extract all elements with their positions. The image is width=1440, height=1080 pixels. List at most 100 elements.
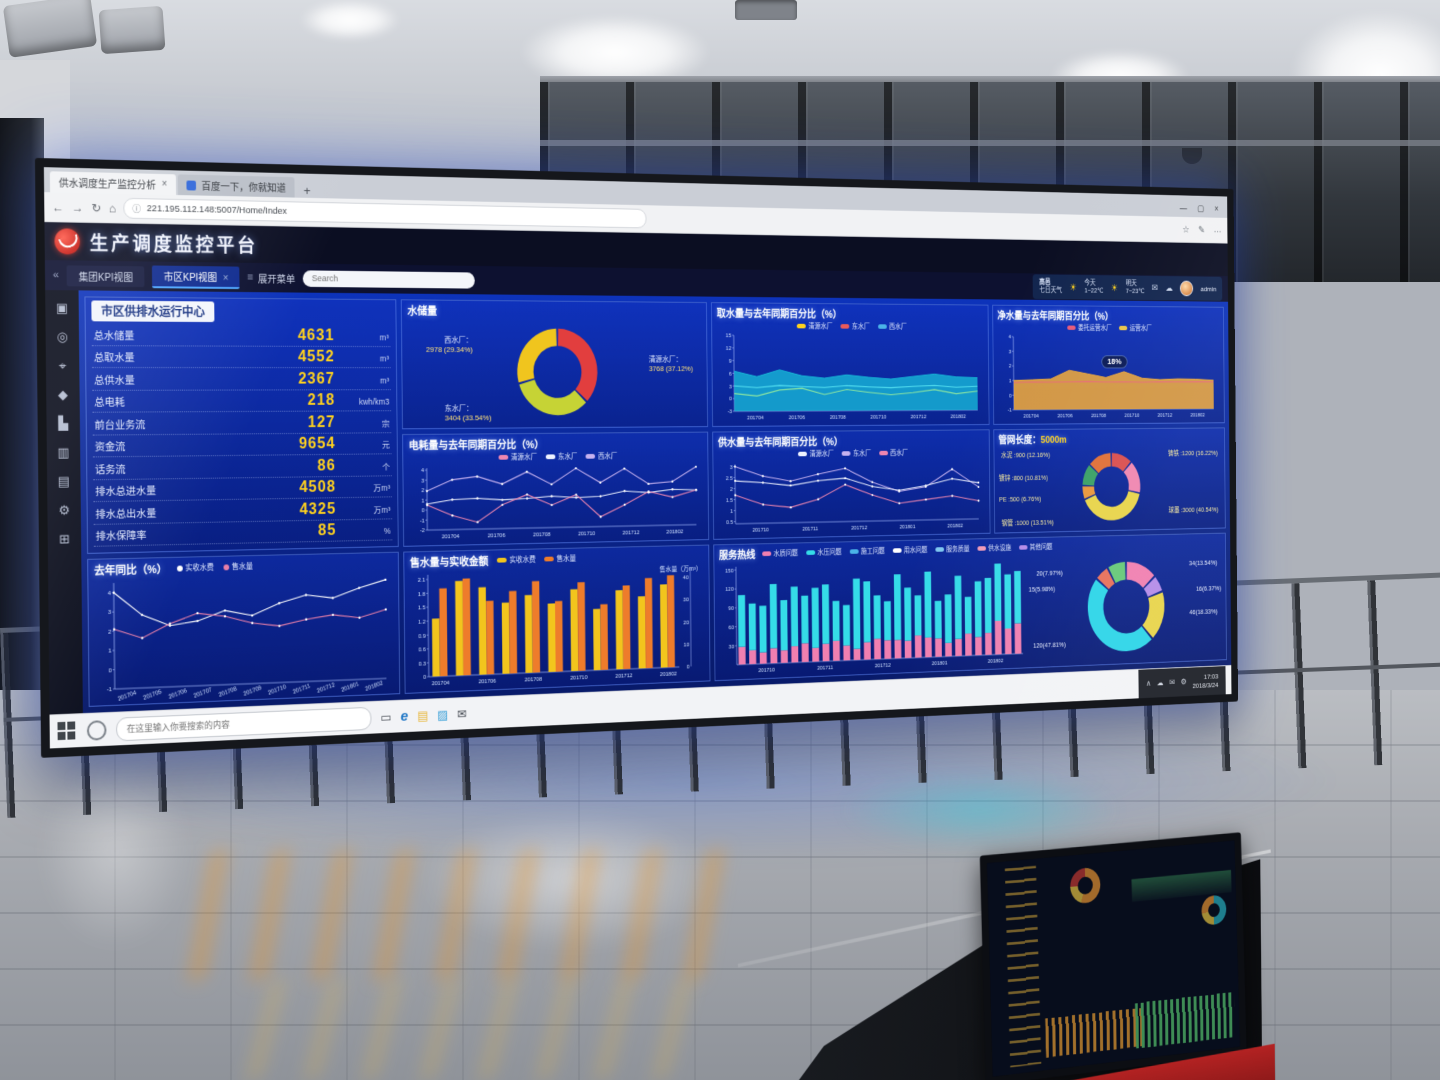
svg-text:201712: 201712 — [616, 673, 634, 679]
photos-icon[interactable]: ▨ — [437, 706, 449, 722]
svg-text:201710: 201710 — [1124, 413, 1139, 418]
forward-icon[interactable]: → — [71, 200, 84, 215]
tab-group-kpi[interactable]: 集团KPI视图 — [66, 264, 145, 287]
svg-text:9: 9 — [729, 359, 732, 365]
tab-close-icon[interactable]: × — [222, 272, 229, 284]
tray-settings-icon[interactable]: ⚙ — [1180, 677, 1187, 687]
system-tray: ∧ ☁ ✉ ⚙ 17:03 2018/3/24 — [1138, 666, 1226, 699]
svg-text:90: 90 — [728, 606, 734, 612]
tray-up-icon[interactable]: ∧ — [1146, 678, 1151, 688]
tab-title: 供水调度生产监控分析 — [58, 178, 156, 192]
hotline-panel: 服务热线 水质问题 水压问题 施工问题 用水问题 服务质量 供水设施 其他问题 30 60 90… — [713, 532, 1227, 682]
tray-cloud-icon[interactable]: ☁ — [1156, 678, 1164, 688]
mail-icon[interactable]: ✉ — [1151, 283, 1159, 293]
kpi-value: 4631 — [297, 326, 335, 344]
svg-text:0: 0 — [423, 675, 427, 681]
side-rail-icon[interactable]: ⚙ — [58, 502, 70, 518]
legend: 实收水费 售水量 — [176, 561, 253, 574]
legend-item: 清源水厂 — [798, 449, 834, 459]
side-rail-icon[interactable]: ⌖ — [58, 358, 67, 373]
maximize-icon[interactable]: ▢ — [1197, 204, 1205, 214]
sun-icon: ☀ — [1069, 282, 1077, 293]
intake-panel: 取水量与去年同期百分比（%） 清源水厂 东水厂 西水厂 -3 0 3 6 9 12 15 2017… — [710, 302, 990, 428]
kpi-row: 总供水量 2367 m³ — [92, 370, 392, 391]
svg-text:2.1: 2.1 — [418, 578, 426, 584]
cloud-icon[interactable]: ☁ — [1165, 283, 1173, 294]
tab-city-kpi[interactable]: 市区KPI视图 × — [152, 264, 240, 289]
taskbar-search-input[interactable] — [116, 706, 372, 741]
start-button[interactable] — [57, 720, 77, 742]
svg-text:3: 3 — [421, 479, 425, 485]
kpi-label: 资金流 — [94, 441, 126, 454]
svg-text:0: 0 — [1009, 394, 1012, 399]
svg-text:201711: 201711 — [802, 527, 818, 533]
user-avatar[interactable] — [1180, 280, 1194, 297]
side-rail-icon[interactable]: ▙ — [58, 415, 69, 431]
hamburger-icon: ≡ — [247, 271, 254, 284]
kpi-unit: m³ — [380, 375, 390, 385]
close-icon[interactable]: × — [1214, 204, 1219, 215]
collapse-icon[interactable]: « — [52, 269, 59, 282]
favorites-icon[interactable]: ☆ — [1182, 224, 1190, 236]
panel-title: 服务热线 — [718, 549, 756, 562]
mail-app-icon[interactable]: ✉ — [456, 706, 467, 721]
yoy-chart: -1 0 1 2 3 4 201704 201705 201706 201707 201708 201… — [94, 571, 394, 703]
kpi-row: 话务流 86 个 — [92, 456, 392, 480]
taskbar-clock[interactable]: 17:03 2018/3/24 — [1192, 672, 1219, 690]
svg-text:201707: 201707 — [193, 687, 213, 700]
svg-text:0: 0 — [108, 668, 112, 674]
sales-panel: 售水量与实收金额 实收水费 售水量 售水量（万m³） 0 0.3 0.6 0.9 1.2 1… — [403, 544, 711, 694]
browser-tab-baidu[interactable]: 百度一下，你就知道 — [177, 174, 295, 198]
svg-text:30: 30 — [683, 598, 689, 604]
side-rail-icon[interactable]: ◎ — [56, 329, 68, 345]
svg-text:201709: 201709 — [243, 685, 263, 697]
kpi-unit: 元 — [382, 440, 390, 450]
back-icon[interactable]: ← — [52, 199, 65, 214]
home-icon[interactable]: ⌂ — [108, 200, 117, 215]
side-rail-icon[interactable]: ◆ — [57, 386, 68, 402]
side-rail-icon[interactable]: ⊞ — [59, 531, 70, 547]
task-view-icon[interactable]: ▭ — [380, 709, 392, 725]
legend-item: 运营水厂 — [1119, 323, 1152, 333]
sales-chart: 售水量（万m³） 0 0.3 0.6 0.9 1.2 1.5 1.8 2.1 0 10 20 30 40… — [410, 563, 704, 690]
windows-desktop: 供水调度生产监控分析 × 百度一下，你就知道 + — ▢ × ← → ↻ — [43, 167, 1232, 749]
browser-tab-active[interactable]: 供水调度生产监控分析 × — [49, 171, 176, 195]
svg-text:-1: -1 — [107, 687, 113, 693]
cortana-icon[interactable] — [86, 719, 107, 741]
kpi-label: 总供水量 — [94, 374, 135, 387]
svg-text:201711: 201711 — [292, 683, 312, 695]
legend-item: 西水厂 — [877, 322, 907, 332]
tab-close-icon[interactable]: × — [161, 178, 168, 190]
svg-text:201802: 201802 — [950, 414, 966, 419]
annotate-icon[interactable]: ✎ — [1198, 225, 1205, 236]
minimize-icon[interactable]: — — [1179, 203, 1188, 214]
app-search-input[interactable] — [302, 269, 475, 289]
side-rail-icon[interactable]: ▥ — [57, 444, 70, 460]
side-rail-icon[interactable]: ▤ — [57, 473, 70, 489]
edge-icon[interactable]: e — [400, 708, 409, 725]
kpi-panel: 市区供排水运行中心 总水储量 4631 m³ 总取水量 4552 — [84, 296, 399, 554]
svg-text:201801: 201801 — [932, 661, 948, 667]
supply-chart: 0.5 1 1.5 2 2.5 3 201710 201711 201712 201801 2018… — [718, 457, 985, 536]
svg-text:0.5: 0.5 — [726, 520, 734, 526]
svg-text:201708: 201708 — [525, 677, 543, 683]
svg-text:20: 20 — [684, 620, 690, 626]
legend-item: 水压问题 — [806, 547, 842, 558]
new-tab-button[interactable]: + — [303, 183, 311, 198]
legend-dot-icon — [849, 549, 859, 555]
legend-dot-icon — [841, 451, 851, 457]
side-rail-icon[interactable]: ▣ — [55, 300, 69, 316]
clean-water-chart: 18% -1 0 1 2 3 4 201704 201706 201708 201710 20171… — [998, 332, 1220, 421]
svg-text:201710: 201710 — [578, 532, 596, 538]
expand-menu[interactable]: ≡ 展开菜单 — [247, 271, 296, 286]
refresh-icon[interactable]: ↻ — [91, 200, 102, 215]
file-explorer-icon[interactable]: ▤ — [417, 707, 429, 723]
more-menu-icon[interactable]: … — [1213, 224, 1222, 235]
tray-mail-icon[interactable]: ✉ — [1169, 677, 1175, 687]
chart-tooltip: 18% — [1101, 355, 1128, 369]
site-info-icon[interactable]: ⓘ — [132, 203, 142, 214]
legend-item: 西水厂 — [878, 448, 908, 458]
svg-text:201706: 201706 — [168, 688, 189, 701]
legend-item: 水质问题 — [761, 548, 798, 559]
ceiling-light — [300, 0, 400, 40]
